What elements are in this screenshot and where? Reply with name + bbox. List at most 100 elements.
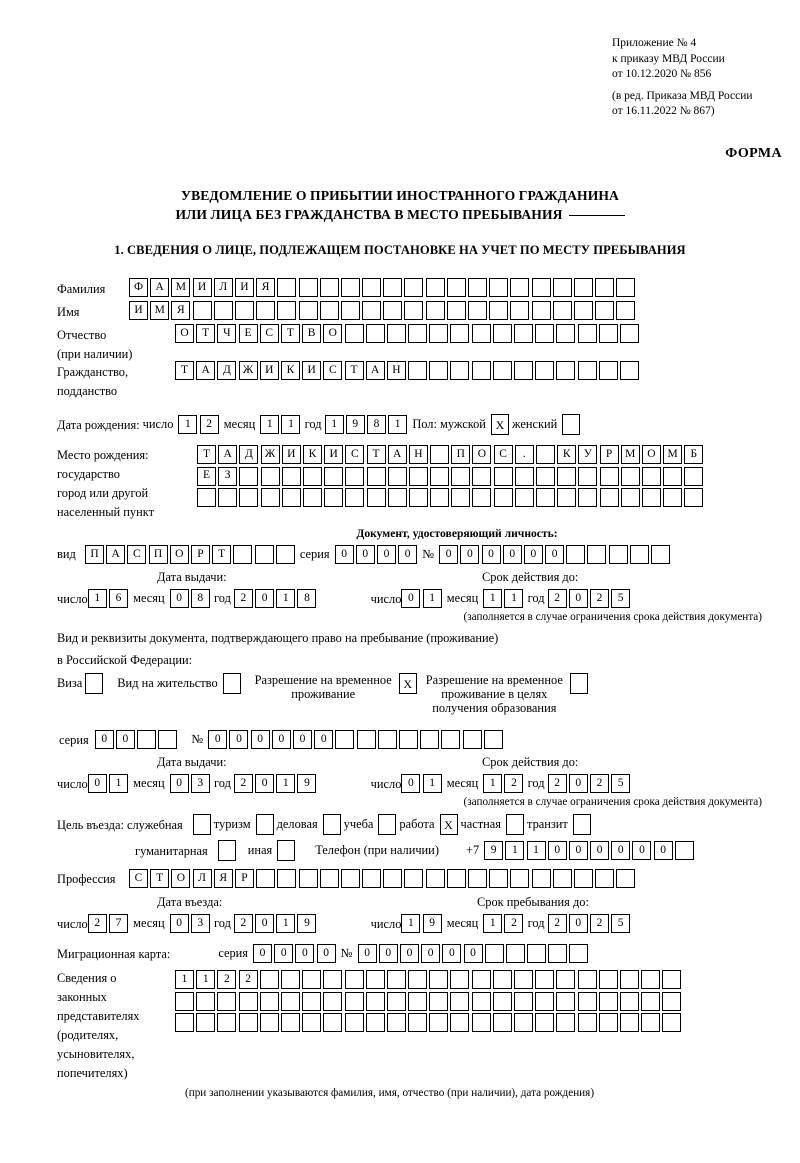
char-box[interactable]: Е — [197, 466, 216, 486]
char-box[interactable]: 2 — [233, 914, 253, 933]
char-box[interactable]: О — [171, 869, 191, 888]
char-box[interactable]: З — [218, 466, 238, 486]
char-box[interactable]: С — [493, 445, 513, 464]
char-box[interactable] — [217, 991, 237, 1011]
char-box[interactable]: 0 — [357, 944, 377, 963]
char-box[interactable]: И — [129, 301, 148, 320]
char-box[interactable] — [340, 301, 360, 320]
char-box[interactable]: 0 — [255, 914, 275, 933]
char-box[interactable] — [324, 488, 344, 507]
char-box[interactable]: 0 — [439, 545, 459, 564]
char-box[interactable] — [175, 991, 194, 1011]
char-box[interactable]: О — [472, 445, 492, 464]
char-box[interactable]: О — [175, 324, 194, 343]
char-box[interactable]: М — [663, 445, 683, 464]
char-box[interactable] — [595, 278, 615, 297]
checkbox[interactable]: X — [439, 814, 458, 835]
char-box[interactable]: П — [85, 545, 104, 564]
char-box[interactable] — [641, 991, 661, 1011]
char-box[interactable]: 0 — [271, 730, 291, 749]
char-box[interactable]: 2 — [233, 774, 253, 793]
char-box[interactable] — [280, 991, 300, 1011]
char-box[interactable] — [234, 301, 254, 320]
char-box[interactable] — [429, 970, 449, 989]
char-box[interactable]: 1 — [276, 914, 296, 933]
char-box[interactable] — [408, 361, 428, 380]
checkbox[interactable] — [277, 840, 296, 861]
char-box[interactable]: 3 — [190, 774, 210, 793]
char-box[interactable]: 2 — [547, 589, 567, 608]
char-box[interactable] — [527, 944, 547, 963]
char-box[interactable] — [493, 466, 513, 486]
char-box[interactable] — [404, 301, 424, 320]
char-box[interactable] — [450, 1013, 470, 1032]
char-box[interactable] — [573, 278, 593, 297]
char-box[interactable] — [158, 730, 178, 749]
char-box[interactable] — [548, 944, 568, 963]
char-box[interactable] — [468, 301, 487, 320]
char-box[interactable]: И — [192, 278, 212, 297]
char-box[interactable] — [598, 991, 618, 1011]
char-box[interactable] — [302, 466, 322, 486]
char-box[interactable] — [492, 991, 512, 1011]
char-box[interactable]: Т — [212, 545, 232, 564]
char-box[interactable] — [663, 488, 683, 507]
purpose-humanitarian-checkbox[interactable] — [217, 840, 236, 861]
char-box[interactable]: 0 — [255, 774, 275, 793]
char-box[interactable]: 7 — [108, 914, 128, 933]
char-box[interactable]: 3 — [190, 914, 210, 933]
char-box[interactable]: Б — [684, 445, 704, 464]
char-box[interactable] — [595, 301, 615, 320]
char-box[interactable] — [345, 466, 365, 486]
char-box[interactable] — [616, 869, 636, 888]
char-box[interactable] — [514, 970, 533, 989]
char-box[interactable] — [619, 324, 639, 343]
char-box[interactable] — [641, 1013, 661, 1032]
char-box[interactable] — [192, 301, 212, 320]
char-box[interactable]: 0 — [169, 774, 189, 793]
char-box[interactable] — [345, 488, 365, 507]
char-box[interactable]: Ж — [238, 361, 258, 380]
char-box[interactable]: 0 — [568, 914, 588, 933]
char-box[interactable] — [531, 301, 551, 320]
char-box[interactable] — [362, 869, 382, 888]
char-box[interactable] — [323, 1013, 343, 1032]
char-box[interactable] — [662, 970, 682, 989]
char-box[interactable]: 2 — [199, 415, 219, 434]
char-box[interactable]: 1 — [401, 914, 421, 933]
char-box[interactable]: И — [281, 445, 301, 464]
char-box[interactable]: Я — [256, 278, 276, 297]
representatives-row-3[interactable] — [175, 1013, 684, 1032]
char-box[interactable]: 1 — [276, 774, 296, 793]
char-box[interactable] — [577, 361, 597, 380]
char-box[interactable] — [557, 488, 577, 507]
char-box[interactable] — [535, 1013, 555, 1032]
char-box[interactable] — [233, 545, 253, 564]
purpose-study-checkbox[interactable] — [378, 814, 397, 835]
char-box[interactable] — [531, 278, 551, 297]
char-box[interactable] — [573, 301, 593, 320]
char-box[interactable] — [483, 730, 503, 749]
char-box[interactable]: Ф — [129, 278, 148, 297]
char-box[interactable] — [365, 1013, 385, 1032]
char-box[interactable] — [446, 278, 466, 297]
char-box[interactable]: 5 — [611, 589, 631, 608]
char-box[interactable] — [662, 1013, 682, 1032]
char-box[interactable] — [362, 301, 382, 320]
char-box[interactable] — [404, 869, 424, 888]
char-box[interactable]: С — [345, 445, 365, 464]
checkbox[interactable]: X — [490, 414, 509, 435]
char-box[interactable] — [344, 324, 364, 343]
char-box[interactable] — [408, 970, 428, 989]
char-box[interactable] — [492, 324, 512, 343]
char-box[interactable] — [552, 278, 572, 297]
char-box[interactable] — [420, 730, 440, 749]
char-box[interactable] — [451, 488, 471, 507]
char-box[interactable]: С — [127, 545, 147, 564]
checkbox[interactable] — [569, 673, 588, 694]
char-box[interactable]: 0 — [208, 730, 228, 749]
